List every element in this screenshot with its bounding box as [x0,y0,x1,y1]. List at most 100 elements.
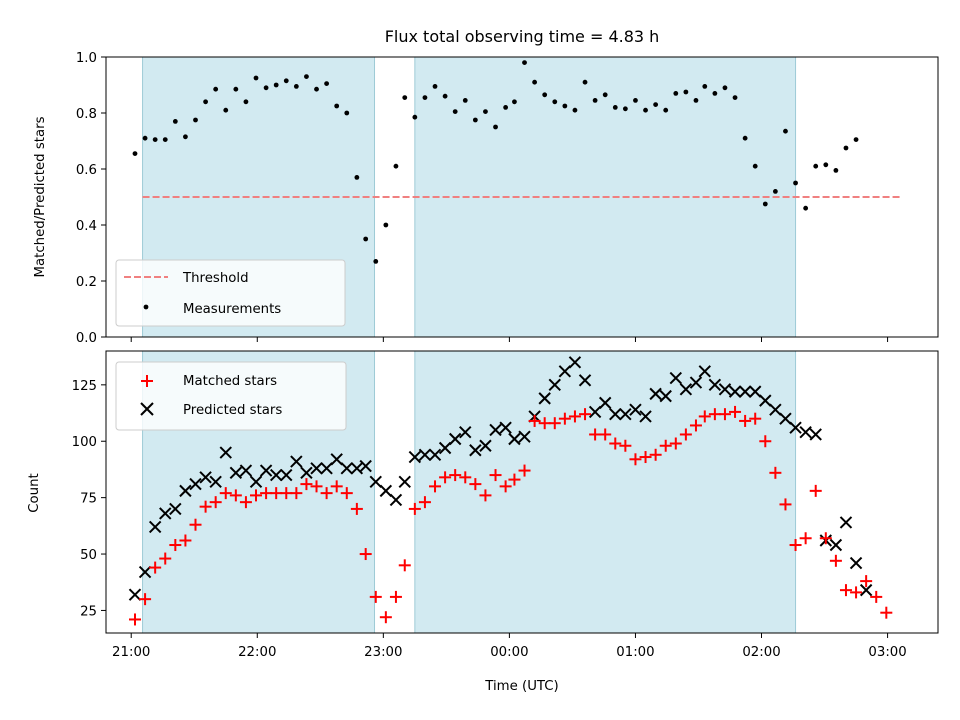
measurement-point [142,135,148,141]
bottom-legend-box [115,361,347,431]
matched-star-point [310,480,323,493]
matched-star-point [860,575,873,588]
predicted-star-point [839,516,853,529]
matched-star-point [280,487,293,500]
predicted-star-point [249,475,263,489]
matched-star-point [179,534,192,547]
predicted-star-point [538,392,551,405]
matched-star-point [350,502,363,515]
matched-star-point [649,448,662,461]
predicted-star-point [738,385,752,398]
measurement-point [823,162,829,168]
matched-star-point [589,428,602,441]
chart-title: Flux total observing time = 4.83 h [385,27,660,46]
measurement-point [742,135,748,141]
measurement-point [472,117,478,123]
measurement-point [412,114,418,120]
measurement-point [622,106,628,112]
measurement-point [243,99,249,105]
predicted-star-point [508,432,521,446]
predicted-star-point [290,455,303,468]
bottom-y-tick-label: 50 [80,548,97,563]
measurement-point [152,137,158,143]
predicted-star-point [489,423,502,437]
bottom-legend: Matched stars Predicted stars [115,361,347,431]
matched-star-point [209,496,222,509]
top-y-tick-label: 0.6 [76,163,97,178]
matched-star-point [528,414,541,427]
legend-measurements-swatch [143,304,149,310]
measurement-point [422,95,428,100]
matched-star-point [359,548,372,561]
matched-star-point [389,590,402,603]
top-y-tick-label: 0.2 [76,275,97,290]
predicted-star-point [269,468,283,482]
measurement-points [132,60,859,264]
measurement-point [833,168,839,173]
matched-star-point [290,487,303,500]
measurement-point [843,145,849,151]
predicted-star-point [548,378,561,392]
top-legend-box [115,259,346,327]
bottom-x-tick-label: 22:00 [238,645,276,660]
matched-star-point [449,469,462,482]
bottom-x-tick-label: 23:00 [364,645,402,660]
matched-star-point [829,554,842,567]
measurement-point [253,75,259,81]
measurement-point [552,99,558,105]
matched-star-point [759,435,772,448]
measurement-point [193,117,198,123]
measurement-point [483,109,488,114]
measurement-point [273,82,279,88]
matched-star-point [659,439,672,452]
predicted-star-point [479,439,492,452]
predicted-star-point [779,412,792,425]
measurement-point [813,163,819,169]
measurement-point [732,95,738,100]
predicted-star-point [799,426,812,439]
measurement-point [673,91,679,96]
top-legend: Threshold Measurements [115,259,346,327]
measurement-point [572,107,578,113]
measurement-point [172,119,178,124]
matched-star-point [609,437,622,450]
measurement-point [304,74,309,79]
matched-star-point [639,451,652,464]
measurement-point [663,107,669,113]
predicted-star-point [148,520,162,534]
matched-star-point [469,478,482,491]
predicted-star-point [698,365,711,378]
predicted-star-point [239,464,253,477]
predicted-star-point [418,448,432,461]
matched-star-point [789,539,802,552]
matched-star-point [418,496,431,509]
matched-star-point [579,408,592,421]
predicted-star-point [689,376,703,389]
predicted-star-point [189,477,202,491]
measurement-point [183,134,188,140]
measurement-point [162,137,168,143]
bottom-y-tick-label: 75 [80,492,97,507]
matched-star-point [769,466,782,479]
matched-star-point [398,559,411,572]
predicted-star-point [330,453,343,466]
bottom-y-tick-label: 125 [72,379,97,394]
measurement-point [683,89,689,95]
matched-star-point [330,480,343,493]
predicted-star-point [438,441,452,455]
bottom-y-tick-label: 25 [80,604,97,619]
predicted-star-point [789,421,802,434]
predicted-star-point [300,466,313,480]
measurement-point [783,128,788,134]
legend-predicted-label: Predicted stars [183,403,282,418]
predicted-star-point [169,502,182,516]
matched-star-point [809,484,822,497]
top-y-ticks: 0.0 0.2 0.4 0.6 0.8 1.0 [76,51,106,346]
predicted-star-point [398,475,411,489]
matched-star-point [250,489,263,502]
measurement-point [354,175,360,180]
matched-star-point [219,487,232,500]
predicted-star-point [769,403,782,416]
matched-star-point [479,489,492,502]
predicted-star-point [518,430,531,443]
